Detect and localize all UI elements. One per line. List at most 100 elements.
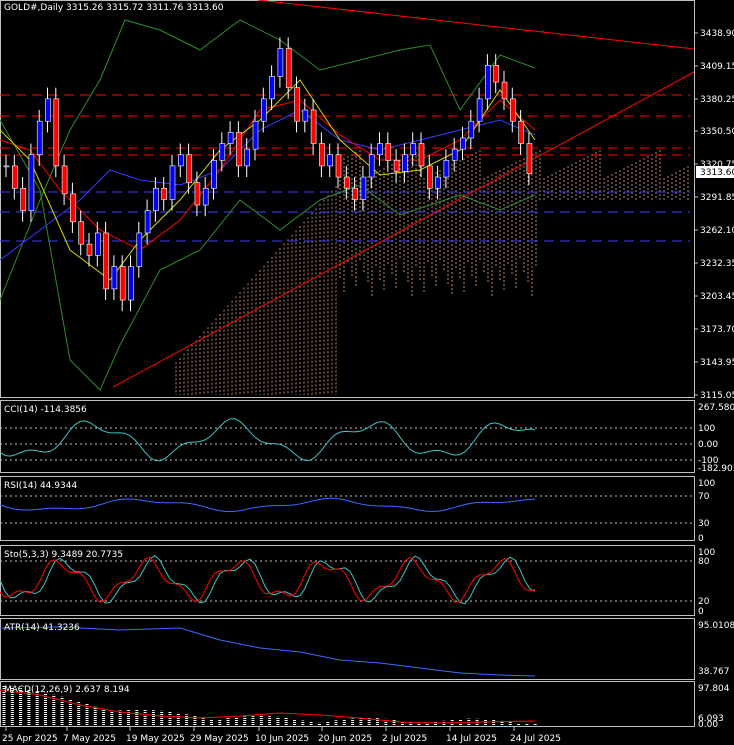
candle-body — [70, 193, 76, 223]
date-tick-label: 2 Jul 2025 — [382, 734, 427, 744]
candle-body — [20, 187, 26, 211]
axis-tick-label: 100 — [698, 479, 715, 489]
candle-body — [277, 48, 284, 77]
candle-body — [501, 81, 508, 100]
atr-line — [0, 626, 536, 677]
price-tick-label: 3143.95 — [700, 358, 734, 368]
candle-body — [393, 160, 400, 172]
axis-tick-label: 20 — [698, 597, 710, 607]
candle-body — [302, 109, 309, 122]
atr-label: ATR(14) 41.3236 — [4, 623, 80, 633]
candle-body — [128, 266, 134, 301]
candle-body — [319, 143, 325, 167]
candle-body — [360, 176, 367, 200]
date-axis: 25 Apr 2025 7 May 2025 19 May 2025 29 May 2… — [2, 727, 561, 744]
candle-body — [45, 98, 51, 122]
candle-body — [86, 243, 93, 256]
axis-tick-label: 0 — [698, 607, 704, 617]
date-tick-label: 29 May 2025 — [190, 734, 249, 744]
cci-panel[interactable] — [0, 418, 694, 462]
candle-body — [509, 98, 516, 122]
candle-body — [136, 232, 143, 267]
panel-frames — [0, 0, 695, 727]
candle-body — [451, 148, 458, 161]
candle-body — [443, 160, 450, 178]
candle-body — [526, 143, 533, 175]
candle-body — [294, 87, 300, 122]
candle-body — [410, 143, 417, 156]
indicator-line — [0, 497, 536, 513]
candle-body — [269, 76, 275, 100]
candle-body — [352, 187, 358, 200]
candle-body — [103, 232, 109, 290]
trendline-lower — [112, 71, 695, 388]
rsi-axis: 100 70 30 0 — [698, 479, 715, 544]
axis-tick-label: 80 — [698, 557, 710, 567]
candle-body — [211, 160, 217, 189]
candle-body — [418, 143, 425, 167]
candle-body — [402, 154, 408, 172]
candle-body — [219, 143, 226, 161]
price-tick-label: 3380.25 — [700, 95, 734, 105]
candle-body — [202, 187, 209, 206]
band-lower — [0, 119, 536, 391]
candle-body — [153, 187, 159, 211]
date-tick-label: 10 Jun 2025 — [255, 734, 309, 744]
candle-body — [476, 98, 483, 122]
main-price-panel[interactable] — [0, 0, 695, 395]
candle-body — [236, 132, 242, 167]
rsi-panel[interactable] — [0, 495, 694, 524]
price-tick-label: 3350.50 — [700, 127, 734, 137]
macd-panel[interactable] — [0, 685, 537, 725]
candle-body — [36, 120, 43, 156]
candle-body — [53, 98, 60, 167]
axis-tick-label: 100 — [698, 548, 715, 558]
rsi-label: RSI(14) 44.9344 — [4, 481, 77, 491]
candle-body — [435, 176, 441, 189]
candle-body — [385, 143, 392, 161]
candle-body — [3, 165, 10, 168]
stochastic-label: Sto(5,3,3) 9.3489 20.7735 — [4, 550, 123, 560]
axis-tick-label: -182.902 — [698, 464, 734, 474]
chart-title: GOLD#,Daily 3315.26 3315.72 3311.76 3313… — [4, 3, 224, 13]
axis-tick-label: 97.804 — [698, 684, 730, 694]
band-upper — [0, 19, 536, 301]
stochastic-panel[interactable] — [0, 555, 694, 605]
candle-body — [426, 165, 433, 189]
candle-body — [493, 65, 500, 83]
candle-body — [377, 143, 383, 156]
price-tick-label: 3203.45 — [700, 292, 734, 302]
date-tick-label: 24 Jul 2025 — [510, 734, 561, 744]
current-price-label: 3313.60 — [700, 168, 734, 178]
candle-body — [260, 98, 267, 122]
axis-tick-label: 95.0108 — [698, 621, 734, 631]
atr-panel[interactable] — [0, 626, 536, 677]
price-axis: 3438.90 3409.15 3380.25 3350.50 3320.75 3291.… — [694, 29, 734, 401]
candle-body — [95, 232, 101, 256]
axis-tick-label: -100 — [698, 456, 719, 466]
candle-body — [244, 148, 250, 167]
axis-tick-label: 0.00 — [698, 720, 718, 730]
candle-body — [78, 221, 84, 245]
axis-tick-label: 0 — [698, 534, 704, 544]
date-tick-label: 20 Jun 2025 — [318, 734, 372, 744]
macd-signal-line — [0, 689, 536, 724]
indicator-line — [0, 555, 536, 605]
candle-body — [343, 176, 350, 189]
candle-body — [186, 154, 192, 183]
candle-body — [194, 182, 201, 206]
cci-label: CCI(14) -114.3856 — [4, 405, 87, 415]
date-tick-label: 14 Jul 2025 — [446, 734, 497, 744]
candle-body — [12, 165, 18, 189]
candle-body — [161, 187, 167, 200]
atr-axis: 95.0108 38.767 — [698, 621, 734, 677]
price-tick-label: 3438.90 — [700, 29, 734, 39]
price-tick-label: 3291.85 — [700, 193, 734, 203]
candle-body — [227, 132, 234, 144]
candle-body — [252, 120, 259, 150]
candle-body — [285, 48, 292, 88]
candle-body — [178, 154, 184, 167]
candle-body — [169, 165, 176, 200]
